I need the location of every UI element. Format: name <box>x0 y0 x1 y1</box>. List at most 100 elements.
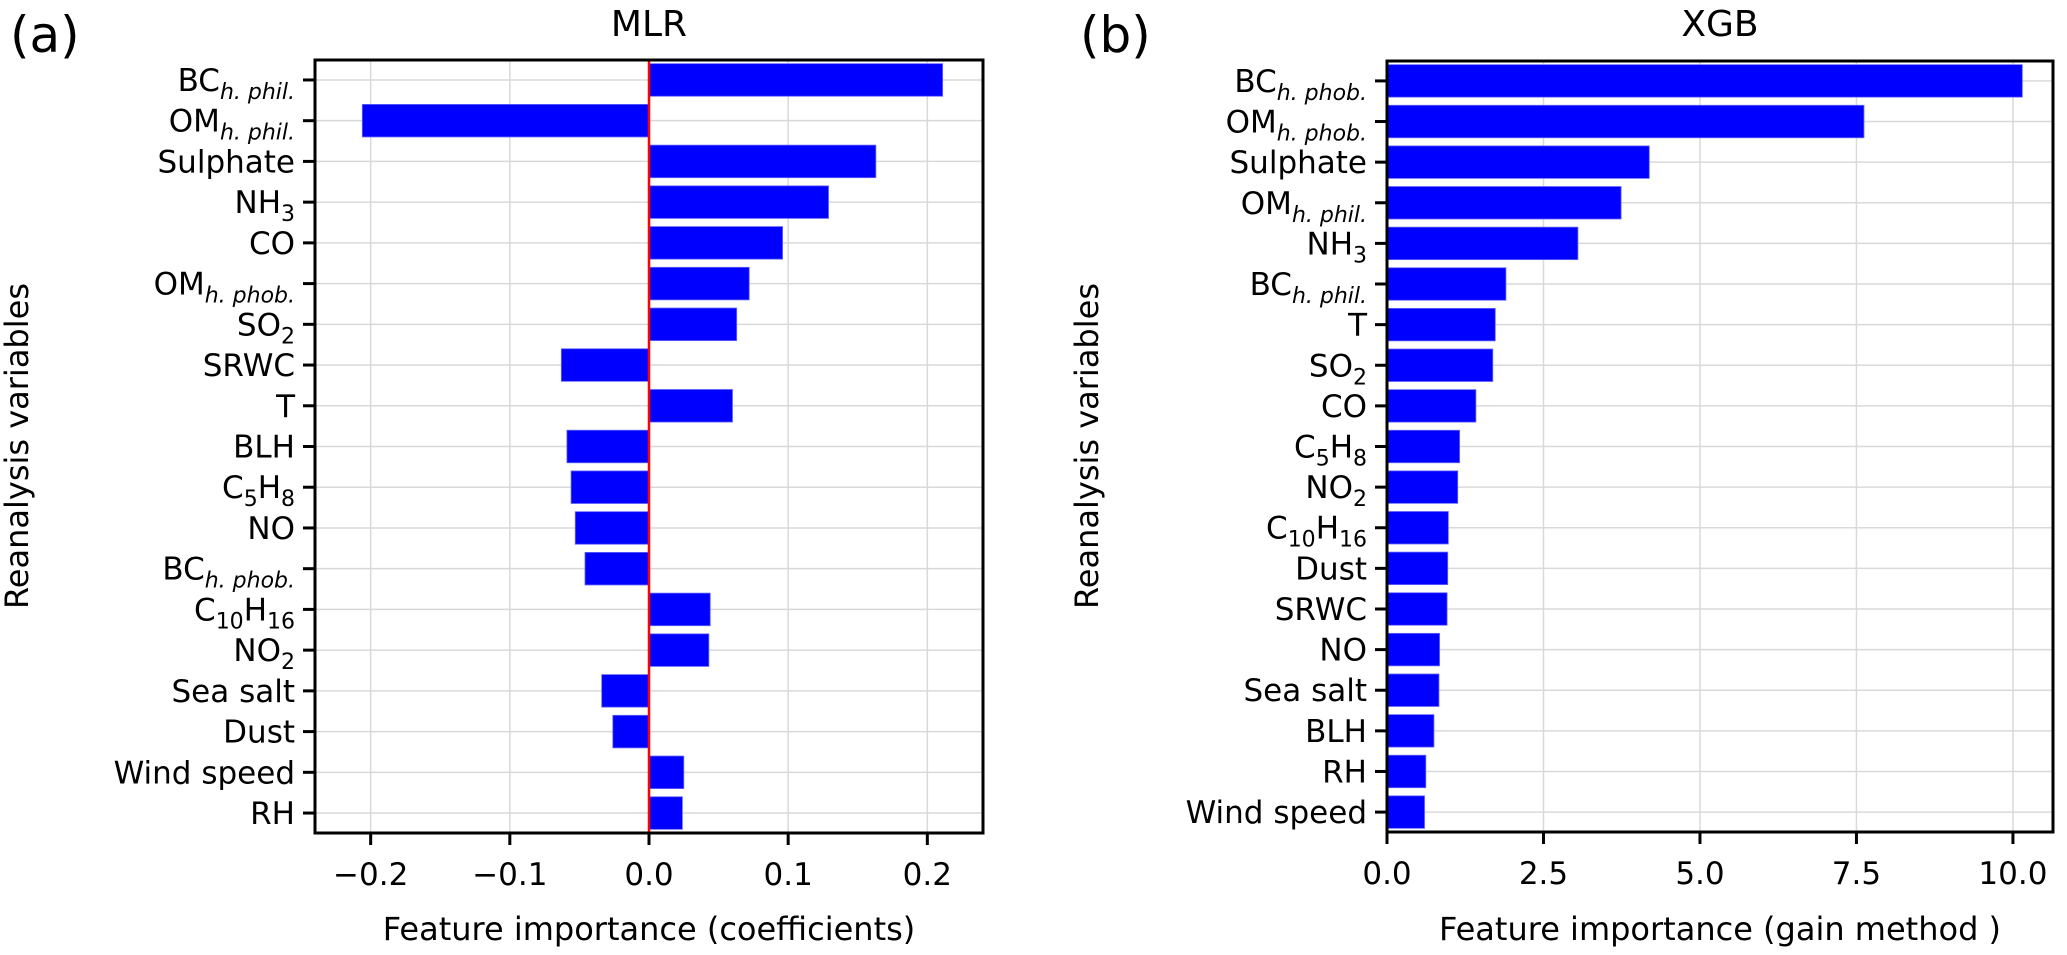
x-tick-label: 0.2 <box>903 857 952 893</box>
y-tick-label: SRWC <box>1275 592 1367 628</box>
bar <box>1386 186 1622 220</box>
bar <box>361 103 650 138</box>
bar <box>648 63 944 97</box>
bar <box>570 470 650 504</box>
bar <box>1386 470 1459 504</box>
bar <box>648 755 685 790</box>
mlr-x-ticks: −0.2 −0.1 0.0 0.1 0.2 <box>333 833 952 893</box>
bar <box>1386 64 2023 98</box>
y-tick-label: SRWC <box>203 348 295 384</box>
bar <box>648 185 829 219</box>
y-tick-label: BCh. phob. <box>162 552 295 594</box>
y-tick-label: CO <box>249 226 295 262</box>
bar <box>648 592 711 627</box>
x-tick-label: 0.0 <box>624 857 673 893</box>
xgb-xlabel: Feature importance (gain method ) <box>1439 910 2001 948</box>
y-tick-label: OMh. phil. <box>1241 186 1367 228</box>
bar <box>1386 145 1650 179</box>
bar <box>1386 551 1449 586</box>
y-tick-label: C10H16 <box>194 592 295 634</box>
bar <box>648 266 750 301</box>
bar <box>566 429 650 464</box>
bar <box>1386 267 1507 301</box>
y-tick-label: Wind speed <box>1186 795 1367 831</box>
bar <box>1386 348 1494 382</box>
x-tick-label: −0.2 <box>333 857 408 893</box>
y-tick-label: NO <box>1319 633 1367 669</box>
y-tick-label: OMh. phob. <box>1226 105 1367 147</box>
y-tick-label: Sea salt <box>171 674 295 710</box>
xgb-ylabel: Reanalysis variables <box>1068 283 1106 609</box>
bar <box>612 714 650 749</box>
x-tick-label: −0.1 <box>472 857 547 893</box>
y-tick-label: OMh. phob. <box>154 267 295 309</box>
y-tick-label: Sulphate <box>1230 145 1368 181</box>
mlr-title: MLR <box>611 4 687 45</box>
bar <box>1386 754 1427 789</box>
mlr-axes-frame <box>313 58 985 835</box>
bar <box>1386 592 1448 626</box>
y-tick-label: C5H8 <box>1294 430 1367 472</box>
y-tick-label: NO2 <box>233 633 295 675</box>
y-tick-label: RH <box>1322 754 1367 790</box>
mlr-ylabel: Reanalysis variables <box>0 283 36 609</box>
panel-letter-b: (b) <box>1080 6 1151 64</box>
xgb-bars <box>1386 64 2023 829</box>
bar <box>1386 632 1440 667</box>
x-tick-label: 0.0 <box>1362 856 1411 892</box>
bar <box>574 511 650 545</box>
mlr-xlabel: Feature importance (coefficients) <box>383 910 916 948</box>
y-tick-label: OMh. phil. <box>169 104 295 146</box>
bar <box>1386 307 1496 342</box>
y-tick-label: Dust <box>1295 551 1367 587</box>
bar <box>1386 226 1579 261</box>
y-tick-label: Sulphate <box>158 144 296 180</box>
y-tick-label: CO <box>1321 389 1367 425</box>
bar <box>1386 673 1440 707</box>
bar <box>1386 104 1865 139</box>
y-tick-label: BCh. phil. <box>1250 267 1367 309</box>
bar <box>648 144 877 179</box>
x-tick-label: 5.0 <box>1675 856 1724 892</box>
xgb-title: XGB <box>1681 4 1758 45</box>
x-tick-label: 2.5 <box>1519 856 1568 892</box>
bar <box>1386 714 1435 748</box>
y-tick-label: BCh. phil. <box>178 63 295 105</box>
bar <box>648 307 738 342</box>
y-tick-label: NO <box>247 511 295 547</box>
bar <box>1386 429 1461 464</box>
y-tick-label: BLH <box>1305 714 1367 750</box>
bar <box>1386 389 1477 423</box>
bar <box>560 348 650 382</box>
y-tick-label: BCh. phob. <box>1234 64 1367 106</box>
xgb-axes-frame <box>1385 59 2055 834</box>
y-tick-label: Wind speed <box>114 755 295 791</box>
xgb-y-ticks: BCh. phob.OMh. phob.Sulphate OMh. phil.NH… <box>1186 64 1387 831</box>
y-tick-label: C5H8 <box>222 470 295 512</box>
x-tick-label: 10.0 <box>1978 856 2047 892</box>
bar <box>1386 511 1449 545</box>
y-tick-label: Sea salt <box>1243 673 1367 709</box>
y-tick-label: NH3 <box>235 185 296 227</box>
panel-letter-a: (a) <box>10 6 80 64</box>
xgb-x-ticks: 0.0 2.5 5.0 7.5 10.0 <box>1362 832 2047 892</box>
y-tick-label: C10H16 <box>1266 511 1367 553</box>
y-tick-label: T <box>1347 308 1368 344</box>
mlr-panel: (a) MLR Reanalysis variables Feature imp… <box>0 4 985 948</box>
x-tick-label: 0.1 <box>764 857 813 893</box>
y-tick-label: T <box>275 389 296 425</box>
bar <box>648 226 784 260</box>
bar <box>584 551 650 586</box>
y-tick-label: RH <box>250 796 295 832</box>
xgb-panel: (b) XGB Reanalysis variables Feature imp… <box>1068 4 2055 948</box>
bar <box>648 633 710 667</box>
y-tick-label: BLH <box>233 430 295 466</box>
y-tick-label: NH3 <box>1307 226 1368 268</box>
bar <box>648 389 733 423</box>
y-tick-label: SO2 <box>237 307 295 349</box>
y-tick-label: NO2 <box>1305 470 1367 512</box>
y-tick-label: SO2 <box>1309 348 1367 390</box>
mlr-bars <box>361 63 944 830</box>
